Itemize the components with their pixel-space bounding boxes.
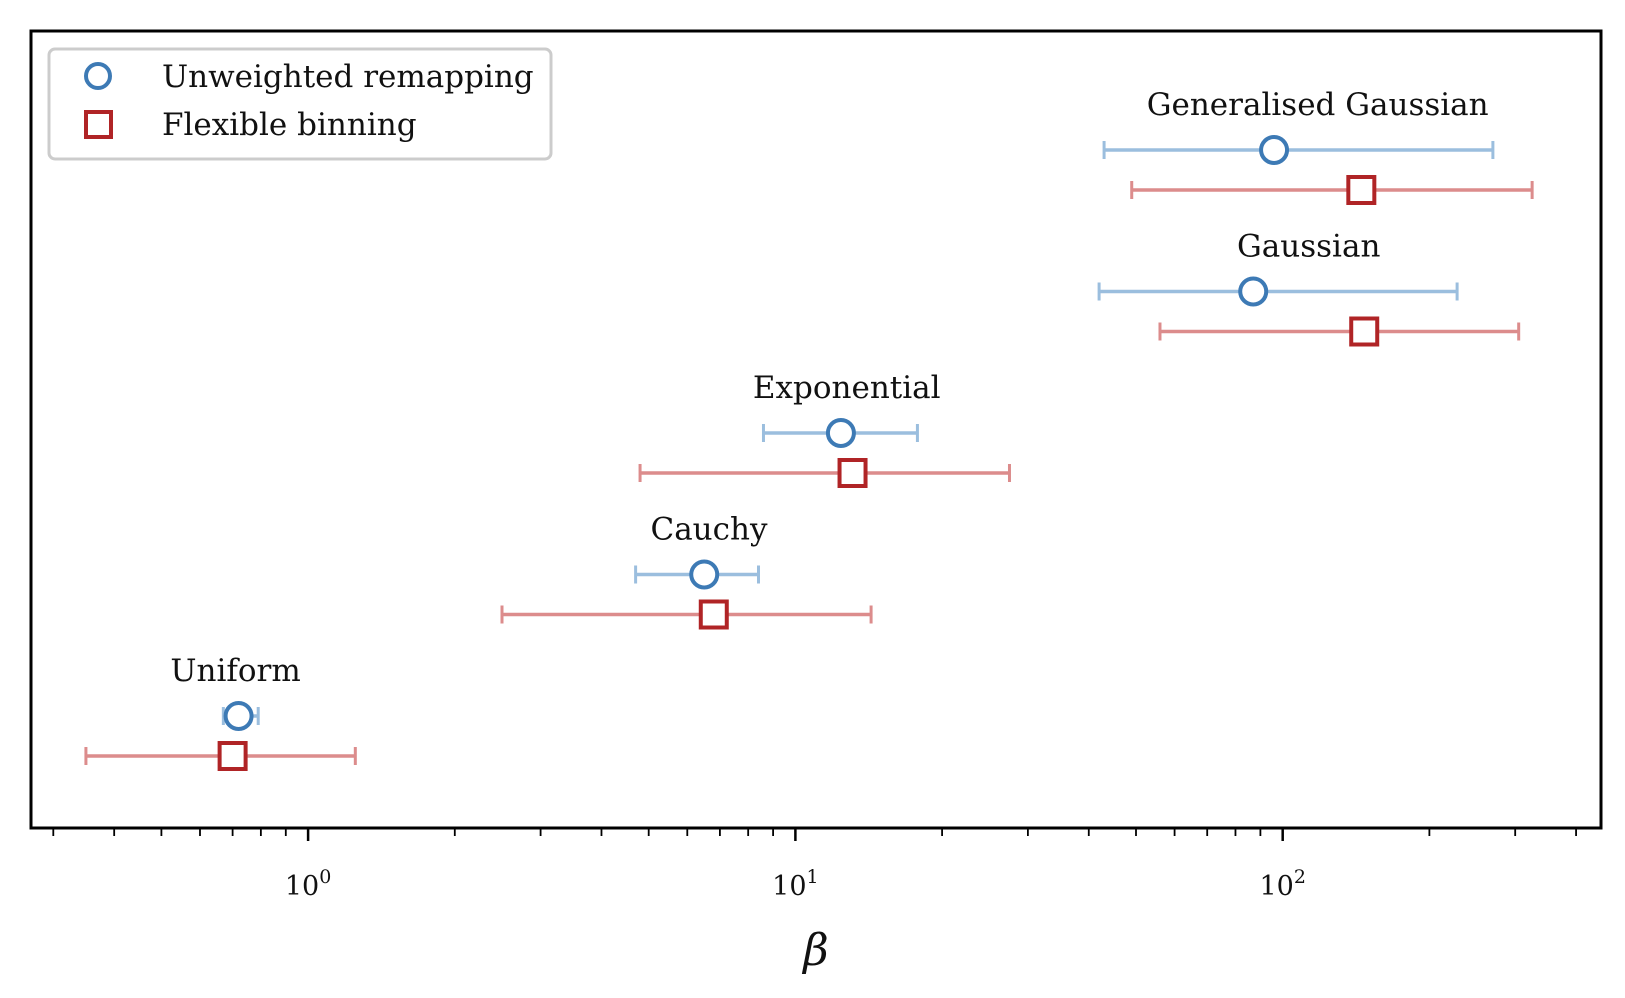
group-label: Exponential: [753, 370, 941, 406]
marker-square-flexible: [837, 458, 868, 488]
group-label: Gaussian: [1237, 229, 1380, 265]
x-tick-label: 102: [1259, 866, 1305, 902]
marker-square-flexible: [1346, 175, 1377, 205]
marker-square-flexible: [1349, 316, 1380, 347]
legend-label-unweighted: Unweighted remapping: [162, 59, 534, 95]
group-label: Uniform: [170, 653, 300, 689]
legend-label-flexible: Flexible binning: [162, 107, 417, 143]
legend-box: [47, 47, 553, 161]
marker-square-flexible: [698, 599, 729, 630]
marker-circle-unweighted: [825, 418, 856, 448]
data-layer: Generalised Gaussian Gaussian Exponential C…: [84, 87, 1534, 771]
x-tick-label: 101: [772, 866, 818, 902]
group-cauchy: Cauchy: [500, 512, 873, 630]
plot-frame: [29, 29, 1603, 830]
x-axis-label: β: [801, 925, 828, 976]
legend-square-icon: [84, 110, 113, 139]
group-gaussian: Gaussian: [1097, 229, 1521, 347]
marker-circle-unweighted: [1238, 276, 1269, 307]
legend: Unweighted remapping Flexible binning: [47, 47, 553, 161]
group-uniform: Uniform: [84, 653, 357, 771]
group-label: Cauchy: [650, 512, 767, 548]
x-axis-ticks: 100 101 102: [52, 828, 1577, 902]
group-label: Generalised Gaussian: [1147, 87, 1489, 123]
legend-circle-icon: [84, 62, 112, 90]
marker-square-flexible: [217, 741, 248, 771]
marker-circle-unweighted: [689, 559, 720, 590]
group-generalised-gaussian: Generalised Gaussian: [1102, 87, 1534, 205]
marker-circle-unweighted: [223, 701, 254, 731]
marker-circle-unweighted: [1259, 135, 1290, 165]
group-exponential: Exponential: [638, 370, 1011, 488]
x-tick-label: 100: [285, 866, 331, 902]
